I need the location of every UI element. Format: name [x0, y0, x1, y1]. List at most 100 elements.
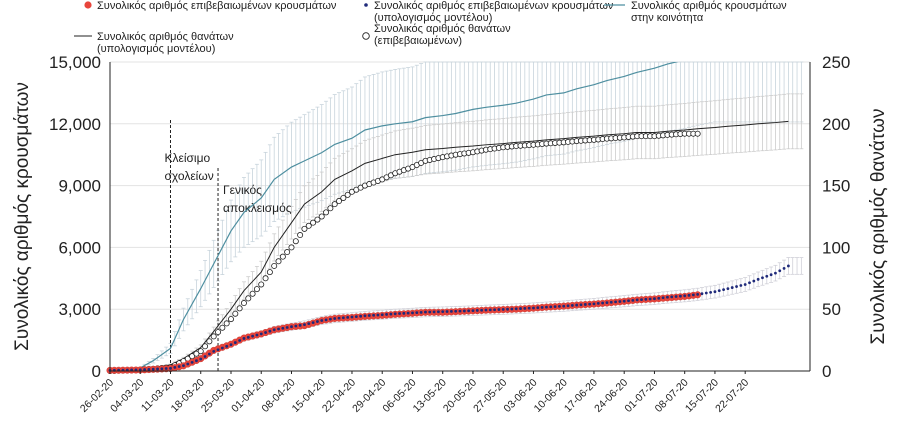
point-model-cases: [687, 293, 691, 297]
point-model-cases: [786, 264, 790, 268]
point-model-cases: [229, 343, 233, 347]
point-model-cases: [583, 303, 587, 306]
point-model-cases: [436, 310, 440, 314]
point-model-cases: [532, 306, 535, 310]
point-model-cases: [337, 316, 341, 320]
point-model-cases: [765, 274, 769, 278]
point-deaths-confirmed: [297, 232, 304, 239]
point-model-cases: [415, 311, 419, 315]
y-left-tick-label: 12,000: [49, 115, 101, 134]
point-model-cases: [704, 291, 708, 295]
point-model-cases: [458, 309, 462, 313]
point-model-cases: [324, 318, 328, 322]
legend-label: (επιβεβαιωμένων): [374, 35, 462, 47]
point-model-cases: [635, 298, 639, 302]
legend-marker-deaths-confirmed: [362, 32, 370, 40]
point-deaths-confirmed: [318, 213, 325, 220]
point-model-cases: [484, 308, 488, 312]
point-deaths-confirmed: [344, 191, 351, 198]
y-right-tick-label: 200: [822, 115, 850, 134]
point-model-cases: [255, 333, 259, 337]
point-model-cases: [493, 308, 496, 312]
point-model-cases: [363, 314, 367, 318]
point-model-cases: [233, 341, 237, 344]
point-model-cases: [726, 287, 730, 290]
point-model-cases: [488, 308, 492, 312]
point-model-cases: [151, 367, 155, 371]
point-model-cases: [761, 276, 764, 280]
point-model-cases: [186, 362, 190, 366]
point-model-cases: [393, 312, 397, 316]
point-model-cases: [173, 366, 177, 369]
legend-label: Συνολικός αριθμός θανάτων: [374, 23, 511, 35]
point-deaths-confirmed: [310, 219, 317, 226]
point-deaths-confirmed: [327, 205, 334, 212]
point-model-cases: [475, 309, 479, 312]
point-model-cases: [303, 323, 306, 327]
point-model-cases: [406, 311, 410, 315]
point-model-cases: [501, 308, 505, 311]
point-model-cases: [640, 298, 643, 302]
y-left-tick-label: 9,000: [58, 177, 101, 196]
point-model-cases: [285, 326, 289, 329]
point-model-cases: [307, 322, 311, 326]
point-model-cases: [674, 295, 678, 298]
x-tick-label: 04-03-20: [108, 377, 146, 415]
point-model-cases: [328, 317, 332, 321]
point-model-cases: [277, 327, 280, 331]
point-model-cases: [588, 302, 592, 306]
point-model-cases: [666, 295, 669, 299]
point-model-cases: [199, 357, 203, 361]
y-right-tick-label: 0: [822, 362, 831, 381]
point-model-cases: [748, 281, 751, 285]
point-model-cases: [246, 335, 250, 339]
point-model-cases: [752, 279, 756, 283]
y-left-axis-label: Συνολικός αριθμός κρουσμάτων: [12, 82, 33, 351]
y-right-tick-label: 250: [822, 53, 850, 72]
point-model-cases: [523, 306, 527, 310]
point-model-cases: [739, 284, 743, 287]
point-model-cases: [506, 307, 509, 311]
point-model-cases: [527, 306, 531, 310]
legend-label: στην κοινότητα: [631, 12, 704, 24]
y-right-tick-label: 150: [822, 177, 850, 196]
point-model-cases: [579, 303, 583, 307]
error-bars: [120, 61, 804, 371]
point-deaths-confirmed: [210, 333, 217, 340]
point-model-cases: [596, 302, 600, 305]
annotation-label: αποκλεισμός: [223, 201, 292, 215]
point-deaths-confirmed: [249, 290, 256, 297]
point-model-cases: [207, 352, 211, 356]
point-model-cases: [354, 315, 358, 319]
x-tick-label: 22-07-20: [713, 377, 751, 415]
legend: Συνολικός αριθμός επιβεβαιωμένων κρουσμά…: [74, 0, 787, 55]
point-model-cases: [553, 305, 557, 309]
point-model-cases: [290, 325, 293, 329]
point-model-cases: [514, 307, 518, 311]
point-model-cases: [385, 313, 388, 316]
point-model-cases: [700, 292, 704, 296]
point-deaths-confirmed: [275, 258, 282, 265]
point-model-cases: [605, 301, 609, 305]
point-model-cases: [536, 306, 540, 310]
y-left-tick-label: 15,000: [49, 53, 101, 72]
point-deaths-confirmed: [314, 216, 321, 223]
annotation-label: Γενικός: [223, 183, 262, 197]
point-model-cases: [316, 320, 319, 323]
point-deaths-confirmed: [301, 225, 308, 232]
point-model-cases: [601, 301, 604, 305]
legend-marker-model: [364, 3, 368, 7]
point-model-cases: [203, 355, 207, 358]
point-model-cases: [622, 299, 626, 303]
point-model-cases: [696, 292, 700, 296]
point-model-cases: [449, 309, 453, 313]
point-deaths-confirmed: [271, 262, 278, 269]
point-model-cases: [497, 308, 501, 311]
point-model-cases: [756, 277, 760, 281]
annotation-label: Κλείσιμο: [164, 151, 210, 165]
point-model-cases: [147, 367, 151, 371]
point-model-cases: [683, 294, 687, 298]
series-deaths-model-line: [110, 120, 789, 371]
y-right-axis-label: Συνολικός αριθμός θανάτων: [868, 109, 889, 345]
point-model-cases: [424, 310, 427, 314]
